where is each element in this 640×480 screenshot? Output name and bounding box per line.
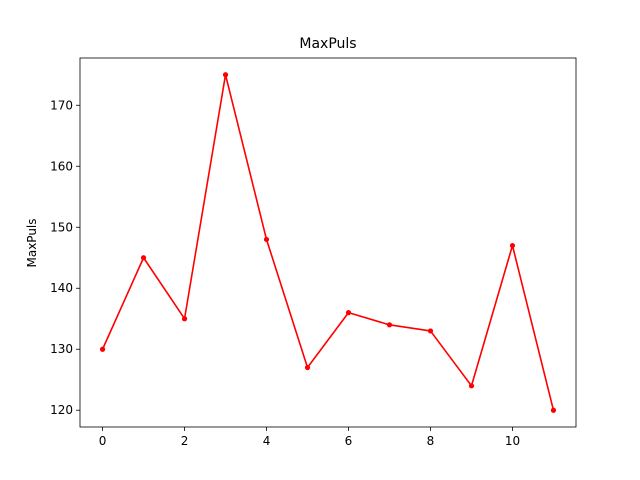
- x-tick-label: 10: [505, 434, 520, 448]
- y-tick-label: 150: [50, 220, 73, 234]
- data-point: [468, 383, 475, 389]
- chart-title: MaxPuls: [299, 36, 356, 52]
- series-line: [101, 73, 555, 411]
- x-tick-label: 6: [345, 434, 353, 448]
- x-tick-label: 4: [263, 434, 271, 448]
- y-tick-label: 140: [50, 281, 73, 295]
- y-tick-label: 170: [50, 98, 73, 112]
- chart-marks: 0 2 4 6 8 10 120 130 140 150 160 170: [50, 57, 577, 448]
- data-point: [550, 407, 557, 413]
- y-tick-label: 120: [50, 403, 73, 417]
- x-tick-label: 2: [181, 434, 189, 448]
- data-point: [222, 72, 229, 78]
- x-tick-label: 0: [99, 434, 107, 448]
- y-axis-label: MaxPuls: [25, 218, 39, 267]
- data-point: [509, 242, 516, 249]
- x-tick-label: 8: [427, 434, 435, 448]
- data-point: [345, 310, 352, 316]
- data-point: [304, 364, 311, 371]
- data-point: [140, 255, 147, 261]
- plot-frame: [79, 57, 577, 428]
- y-tick-label: 130: [50, 342, 73, 356]
- data-point: [181, 316, 188, 322]
- data-point: [263, 236, 270, 243]
- data-point: [99, 346, 106, 352]
- data-point: [427, 328, 434, 334]
- y-tick-label: 160: [50, 159, 73, 173]
- data-point: [386, 322, 393, 328]
